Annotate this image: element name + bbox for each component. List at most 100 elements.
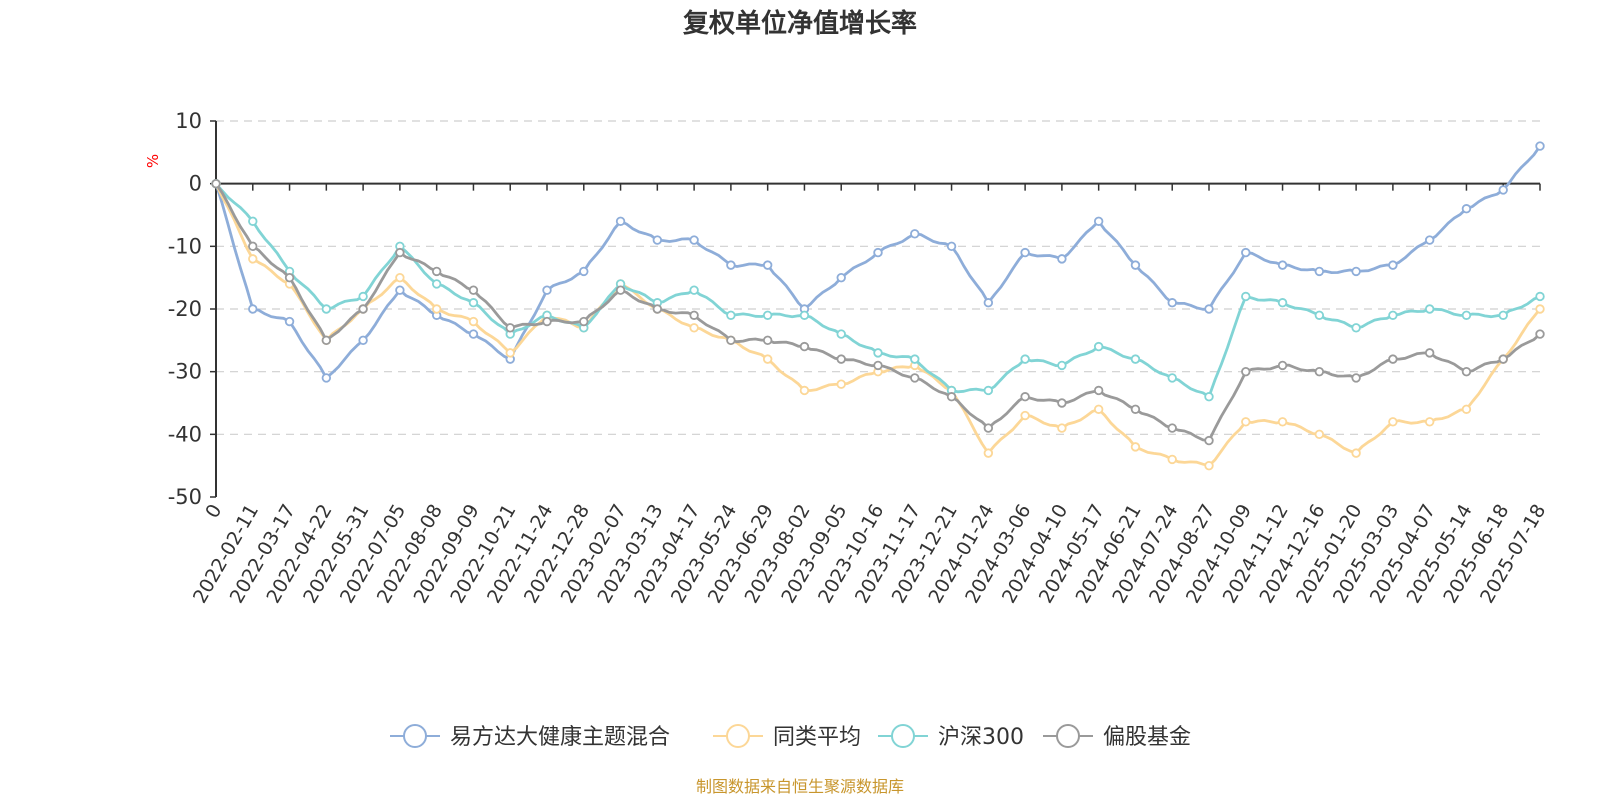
data-point bbox=[1498, 185, 1508, 195]
data-point bbox=[873, 247, 883, 258]
data-point bbox=[1277, 417, 1288, 427]
legend-label: 同类平均 bbox=[773, 725, 861, 750]
data-point bbox=[652, 304, 663, 314]
data-point bbox=[358, 335, 368, 346]
data-point bbox=[505, 348, 515, 358]
data-point bbox=[431, 266, 442, 277]
data-point bbox=[1535, 329, 1545, 339]
data-point bbox=[1314, 310, 1325, 320]
data-point bbox=[1130, 404, 1141, 414]
y-tick-label: -40 bbox=[168, 422, 202, 446]
data-point bbox=[836, 329, 846, 339]
data-point bbox=[1241, 366, 1251, 377]
data-point bbox=[358, 304, 368, 314]
data-point bbox=[358, 291, 368, 302]
data-point bbox=[395, 285, 405, 295]
legend-item[interactable]: 沪深300 bbox=[878, 724, 1024, 750]
data-point bbox=[468, 316, 479, 327]
data-point bbox=[1130, 260, 1141, 270]
y-tick-label: -30 bbox=[168, 360, 202, 384]
data-point bbox=[1204, 460, 1214, 471]
data-point bbox=[1093, 341, 1104, 352]
data-point bbox=[1461, 204, 1472, 214]
data-point bbox=[1388, 260, 1398, 270]
legend-item[interactable]: 偏股基金 bbox=[1043, 724, 1191, 750]
data-point bbox=[1204, 392, 1214, 402]
legend-label: 沪深300 bbox=[938, 725, 1024, 750]
legend-marker bbox=[726, 724, 750, 748]
data-point bbox=[395, 247, 405, 258]
series-group bbox=[211, 178, 1545, 446]
data-point bbox=[395, 272, 405, 283]
data-point bbox=[1314, 366, 1325, 377]
data-point bbox=[248, 241, 258, 252]
data-point bbox=[1424, 348, 1435, 358]
data-point bbox=[1241, 417, 1251, 427]
data-point bbox=[689, 310, 699, 320]
data-point bbox=[1167, 373, 1177, 383]
data-point bbox=[248, 216, 258, 226]
data-point bbox=[799, 385, 810, 396]
legend-label: 易方达大健康主题混合 bbox=[450, 725, 670, 750]
data-point bbox=[762, 310, 773, 320]
data-point bbox=[615, 216, 626, 226]
data-point bbox=[468, 329, 479, 339]
data-point bbox=[1388, 354, 1398, 364]
data-point bbox=[1057, 254, 1067, 264]
data-point bbox=[542, 285, 552, 295]
data-point bbox=[983, 298, 994, 308]
x-tick-label: 0 bbox=[201, 501, 226, 522]
data-point bbox=[1277, 360, 1288, 371]
data-point bbox=[468, 285, 479, 295]
data-point bbox=[1498, 310, 1508, 320]
data-point bbox=[431, 279, 442, 289]
data-point bbox=[726, 260, 736, 270]
series-line bbox=[214, 183, 1542, 468]
legend-label: 偏股基金 bbox=[1103, 725, 1191, 750]
data-point bbox=[1314, 429, 1325, 440]
y-tick-label: 0 bbox=[189, 172, 202, 196]
data-point bbox=[689, 323, 699, 333]
data-point bbox=[1093, 385, 1104, 396]
data-point bbox=[762, 354, 773, 364]
data-point bbox=[1130, 354, 1141, 364]
legend-marker bbox=[891, 724, 915, 748]
data-point bbox=[1314, 266, 1325, 277]
legend: 易方达大健康主题混合 同类平均 沪深300 偏股基金 bbox=[390, 724, 1191, 750]
legend-marker bbox=[1056, 724, 1080, 748]
legend-item[interactable]: 同类平均 bbox=[713, 724, 861, 750]
data-point bbox=[321, 373, 332, 383]
data-point bbox=[689, 235, 699, 245]
data-point bbox=[946, 392, 957, 402]
legend-item[interactable]: 易方达大健康主题混合 bbox=[390, 724, 670, 750]
data-point bbox=[211, 178, 221, 189]
data-point bbox=[1424, 235, 1435, 245]
data-point bbox=[1461, 404, 1472, 414]
data-point bbox=[579, 316, 589, 327]
data-point bbox=[468, 298, 479, 308]
data-point bbox=[983, 423, 994, 433]
data-point bbox=[431, 304, 442, 314]
data-point bbox=[799, 310, 810, 320]
data-point bbox=[1277, 260, 1288, 270]
y-tick-label: -10 bbox=[168, 234, 202, 258]
data-point bbox=[615, 285, 626, 295]
data-point bbox=[1020, 392, 1030, 402]
data-point bbox=[1204, 435, 1214, 446]
data-point bbox=[1057, 423, 1067, 433]
data-point bbox=[1093, 404, 1104, 414]
data-point bbox=[873, 360, 883, 371]
data-point bbox=[1057, 398, 1067, 408]
data-point bbox=[910, 229, 920, 239]
data-point bbox=[1020, 354, 1030, 364]
chart-title: 复权单位净值增长率 bbox=[683, 8, 917, 39]
data-point bbox=[762, 335, 773, 346]
data-point bbox=[726, 335, 736, 346]
data-point bbox=[1020, 247, 1030, 258]
data-point bbox=[1020, 410, 1030, 421]
data-point bbox=[1461, 366, 1472, 377]
data-point bbox=[1388, 310, 1398, 320]
data-point bbox=[321, 335, 332, 346]
data-point bbox=[983, 448, 994, 458]
data-point bbox=[836, 354, 846, 364]
